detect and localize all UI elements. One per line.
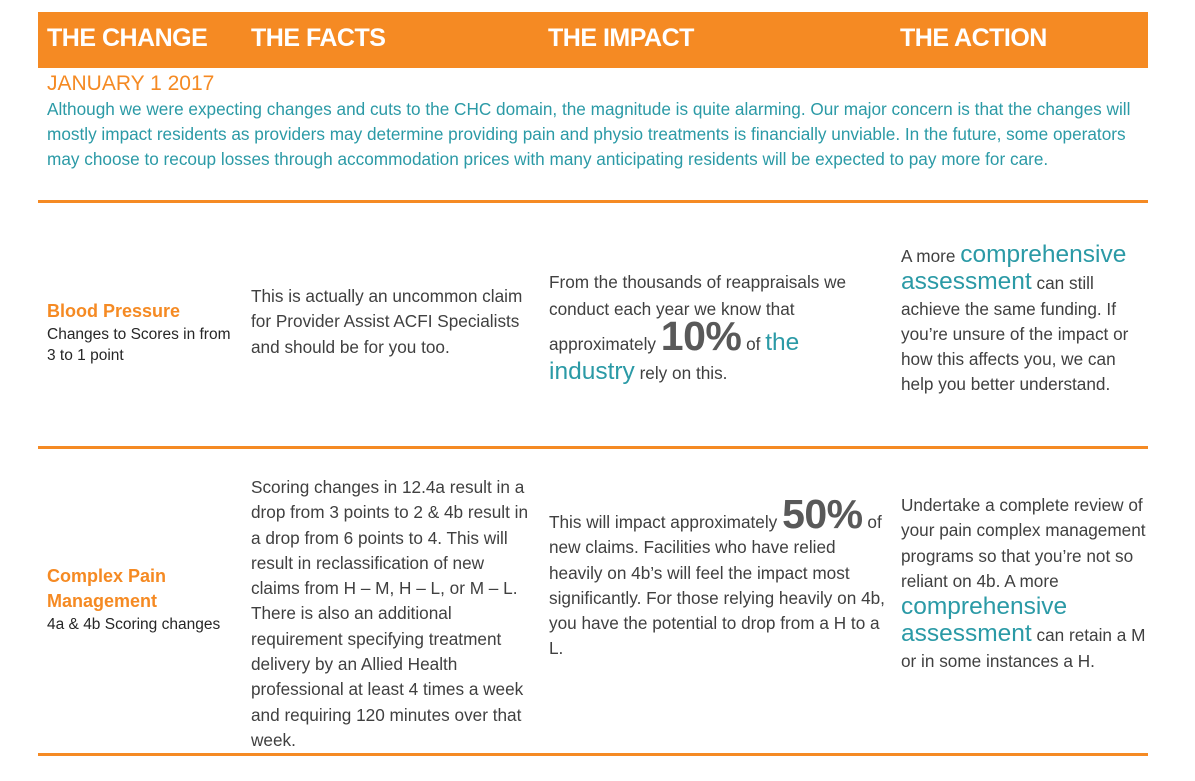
impact-text-pre: From the thousands of reappraisals we co… [549,272,847,354]
action-highlight: comprehensive assessment [901,593,1068,648]
facts-cell: This is actually an uncommon claim for P… [251,286,523,357]
change-subtitle: Changes to Scores in from 3 to 1 point [47,326,231,364]
impact-text-post: rely on this. [639,363,728,383]
impact-figure: 10% [660,313,742,359]
change-table: THE CHANGE THE FACTS THE IMPACT THE ACTI… [38,12,1148,756]
action-highlight: comprehensive assessment [901,241,1127,296]
change-title: Blood Pressure [47,301,181,321]
impact-figure: 50% [782,491,863,537]
action-text-post: can still achieve the same funding. If y… [901,273,1129,395]
divider-middle [38,446,1148,449]
divider-top [38,200,1148,203]
table-header: THE CHANGE THE FACTS THE IMPACT THE ACTI… [38,12,1148,68]
intro-text: Although we were expecting changes and c… [47,99,1131,170]
header-the-impact: THE IMPACT [548,24,694,52]
divider-bottom [38,753,1148,756]
action-text-pre: A more [901,246,956,266]
header-the-action: THE ACTION [900,24,1047,52]
impact-cell: This will impact approximately 50% of ne… [549,494,889,662]
action-text-pre: Undertake a complete review of your pain… [901,495,1146,591]
action-text-post: can retain a M or in some instances a H. [901,625,1146,671]
intro-date: JANUARY 1 2017 [47,72,215,95]
intro-section: JANUARY 1 2017 Although we were expectin… [38,68,1148,173]
impact-text-post: of new claims. Facilities who have relie… [549,512,885,659]
header-the-facts: THE FACTS [251,24,386,52]
impact-cell: From the thousands of reappraisals we co… [549,269,874,387]
change-cell: Complex Pain Management 4a & 4b Scoring … [47,564,237,635]
impact-text-pre: This will impact approximately [549,512,778,532]
change-cell: Blood Pressure Changes to Scores in from… [47,299,237,366]
facts-cell: Scoring changes in 12.4a result in a dro… [251,477,529,750]
change-title: Complex Pain Management [47,566,167,611]
impact-text-mid: of [746,334,761,354]
header-the-change: THE CHANGE [47,24,208,52]
impact-highlight: the industry [549,329,800,385]
action-cell: A more comprehensive assessment can stil… [901,242,1146,398]
action-cell: Undertake a complete review of your pain… [901,493,1149,674]
change-subtitle: 4a & 4b Scoring changes [47,616,221,633]
